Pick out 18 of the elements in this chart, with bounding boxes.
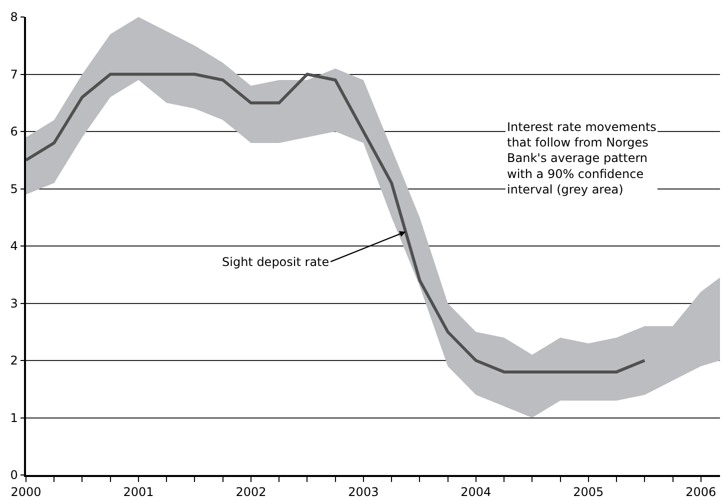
x-tick-label: 2003: [348, 485, 379, 500]
y-tick-label: 1: [10, 410, 18, 425]
x-tick-label: 2006: [686, 485, 716, 500]
y-tick-label: 2: [10, 354, 18, 368]
x-tick-label: 2000: [10, 485, 42, 500]
y-tick-label: 3: [10, 296, 18, 310]
y-tick-label: 4: [10, 239, 18, 254]
y-tick-label: 5: [10, 182, 18, 196]
y-tick-label: 8: [10, 10, 18, 24]
x-tick-label: 2002: [236, 485, 266, 500]
text: Sight deposit rate: [222, 255, 330, 269]
y-tick-label: 7: [10, 67, 18, 82]
x-tick-label: 2005: [573, 485, 604, 500]
x-tick-label: 2004: [460, 485, 492, 500]
y-tick-label: 0: [10, 468, 18, 482]
annotation: Interest rate movements that follow from Norges Bank's average pattern with a 90% confidence interval (grey area): [507, 120, 656, 196]
y-tick-label: 6: [10, 124, 18, 139]
x-tick-label: 2001: [123, 485, 154, 500]
